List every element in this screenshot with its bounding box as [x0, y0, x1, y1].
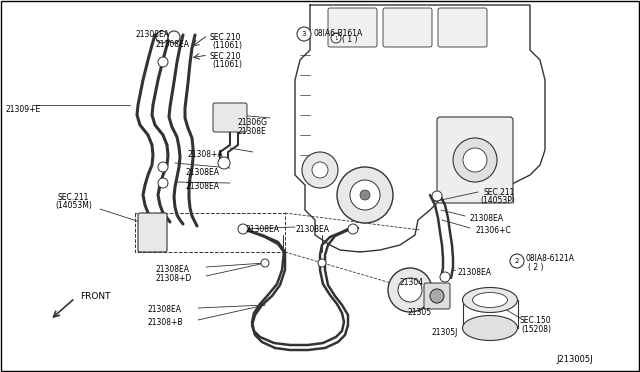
- Text: 21308EA: 21308EA: [470, 214, 504, 223]
- Text: 21308E: 21308E: [237, 127, 266, 136]
- Text: (11061): (11061): [212, 41, 242, 50]
- Circle shape: [360, 190, 370, 200]
- Ellipse shape: [472, 292, 508, 308]
- Text: 21308EA: 21308EA: [185, 182, 219, 191]
- Text: 08IA6-B161A: 08IA6-B161A: [313, 29, 362, 38]
- Circle shape: [388, 268, 432, 312]
- Text: 21304: 21304: [400, 278, 424, 287]
- Text: 21305: 21305: [407, 308, 431, 317]
- Circle shape: [218, 157, 230, 169]
- Circle shape: [337, 167, 393, 223]
- Circle shape: [430, 289, 444, 303]
- Text: 1: 1: [334, 35, 338, 41]
- Circle shape: [158, 162, 168, 172]
- Ellipse shape: [463, 315, 518, 340]
- Circle shape: [463, 148, 487, 172]
- Text: 21308EA: 21308EA: [148, 305, 182, 314]
- Circle shape: [331, 33, 341, 43]
- Circle shape: [297, 27, 311, 41]
- Circle shape: [318, 259, 326, 267]
- FancyBboxPatch shape: [424, 283, 450, 309]
- Text: SEC.210: SEC.210: [210, 52, 241, 61]
- FancyBboxPatch shape: [138, 213, 167, 252]
- Text: ( 2 ): ( 2 ): [528, 263, 543, 272]
- Circle shape: [440, 272, 450, 282]
- Text: SEC.211: SEC.211: [483, 188, 515, 197]
- Text: ( 1 ): ( 1 ): [342, 35, 358, 44]
- FancyBboxPatch shape: [328, 8, 377, 47]
- Text: 21308EA: 21308EA: [296, 225, 330, 234]
- Circle shape: [510, 254, 524, 268]
- Text: 21308EA: 21308EA: [246, 225, 280, 234]
- Text: 08IA8-6121A: 08IA8-6121A: [526, 254, 575, 263]
- FancyBboxPatch shape: [437, 117, 513, 203]
- Text: J213005J: J213005J: [556, 355, 593, 364]
- Text: 21308EA: 21308EA: [135, 30, 169, 39]
- FancyBboxPatch shape: [383, 8, 432, 47]
- Circle shape: [350, 180, 380, 210]
- Text: 21308+D: 21308+D: [155, 274, 191, 283]
- FancyBboxPatch shape: [438, 8, 487, 47]
- Text: FRONT: FRONT: [80, 292, 111, 301]
- Text: 21308+A: 21308+A: [188, 150, 223, 159]
- Text: 21306+C: 21306+C: [476, 226, 512, 235]
- Circle shape: [168, 31, 180, 43]
- Text: 21308EA: 21308EA: [185, 168, 219, 177]
- Circle shape: [302, 152, 338, 188]
- Text: 21308EA: 21308EA: [155, 40, 189, 49]
- Text: (15208): (15208): [521, 325, 551, 334]
- Text: 21305J: 21305J: [432, 328, 458, 337]
- Text: 21308EA: 21308EA: [458, 268, 492, 277]
- Circle shape: [453, 138, 497, 182]
- Text: (14053M): (14053M): [55, 201, 92, 210]
- Circle shape: [261, 259, 269, 267]
- Circle shape: [158, 57, 168, 67]
- Ellipse shape: [463, 288, 518, 312]
- Text: 21308EA: 21308EA: [155, 265, 189, 274]
- Circle shape: [348, 224, 358, 234]
- Text: SEC.150: SEC.150: [519, 316, 550, 325]
- Text: 21306G: 21306G: [237, 118, 267, 127]
- Text: (11061): (11061): [212, 60, 242, 69]
- Circle shape: [143, 222, 163, 242]
- Circle shape: [158, 178, 168, 188]
- Text: 21309+E: 21309+E: [5, 105, 40, 114]
- Circle shape: [156, 31, 168, 43]
- Text: 3: 3: [301, 31, 307, 37]
- Circle shape: [312, 162, 328, 178]
- Text: 21308+B: 21308+B: [148, 318, 184, 327]
- Text: (14053P): (14053P): [480, 196, 515, 205]
- Text: SEC.210: SEC.210: [210, 33, 241, 42]
- Circle shape: [149, 228, 157, 236]
- FancyBboxPatch shape: [213, 103, 247, 132]
- Circle shape: [398, 278, 422, 302]
- Text: SEC.211: SEC.211: [58, 193, 90, 202]
- Circle shape: [238, 224, 248, 234]
- Circle shape: [432, 191, 442, 201]
- Text: 2: 2: [515, 258, 519, 264]
